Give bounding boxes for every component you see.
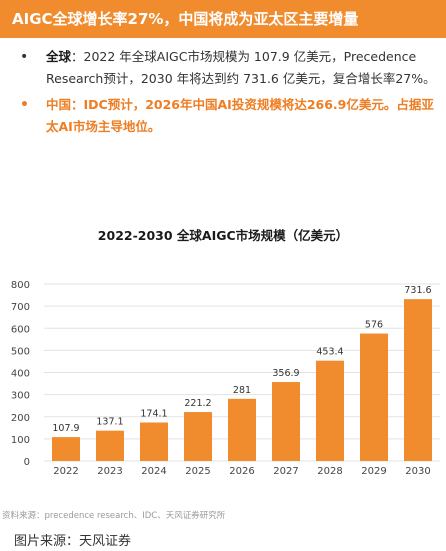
data-label: 731.6	[404, 285, 431, 296]
data-label: 137.1	[96, 417, 123, 428]
y-tick-label: 500	[11, 346, 30, 357]
data-label: 107.9	[52, 423, 79, 434]
bullet-china: • 中国：IDC预计，2026年中国AI投资规模将达266.9亿美元。占据亚太A…	[0, 94, 446, 138]
y-tick-label: 700	[11, 302, 30, 313]
y-tick-label: 0	[24, 457, 30, 468]
bar	[140, 422, 168, 461]
bar	[52, 437, 80, 461]
bar	[228, 398, 256, 461]
y-tick-label: 400	[11, 369, 30, 380]
x-tick-label: 2028	[317, 466, 342, 475]
y-tick-label: 200	[11, 413, 30, 424]
x-tick-label: 2022	[53, 466, 78, 475]
data-label: 453.4	[316, 347, 343, 358]
source-note: 资料来源：precedence research、IDC、天风证券研究所	[2, 511, 226, 521]
chart-title: 2022-2030 全球AIGC市场规模（亿美元）	[97, 228, 349, 243]
data-label: 356.9	[272, 368, 299, 379]
data-label: 174.1	[140, 408, 167, 419]
y-tick-label: 100	[11, 435, 30, 446]
data-label: 576	[365, 320, 383, 331]
bullet-dot: •	[20, 97, 29, 113]
bullet-dot: •	[20, 49, 29, 65]
x-tick-label: 2029	[361, 466, 386, 475]
bar	[360, 333, 388, 461]
bullet-global-text: ：2022 年全球AIGC市场规模为 107.9 亿美元，Precedence …	[46, 49, 436, 86]
bar	[96, 430, 124, 461]
x-tick-label: 2027	[273, 466, 298, 475]
x-tick-label: 2023	[97, 466, 122, 475]
data-label: 221.2	[184, 398, 211, 409]
bullet-global: • 全球：2022 年全球AIGC市场规模为 107.9 亿美元，Precede…	[0, 46, 446, 90]
image-caption: 图片来源：天风证券	[14, 534, 132, 549]
bullet-china-head: 中国	[46, 97, 72, 112]
x-tick-label: 2025	[185, 466, 210, 475]
bar	[316, 360, 344, 461]
bullet-list: • 全球：2022 年全球AIGC市场规模为 107.9 亿美元，Precede…	[0, 46, 446, 138]
y-tick-label: 600	[11, 324, 30, 335]
bar	[404, 299, 432, 461]
x-tick-label: 2026	[229, 466, 254, 475]
y-tick-label: 300	[11, 391, 30, 402]
bullet-china-text: ：IDC预计，2026年中国AI投资规模将达266.9亿美元。占据亚太AI市场主…	[46, 97, 434, 134]
bullet-global-head: 全球	[46, 49, 72, 64]
data-label: 281	[233, 385, 251, 396]
banner-title: AIGC全球增长率27%，中国将成为亚太区主要增量	[0, 0, 446, 38]
bar-chart: 0 100 200 300 400 500 600 700 800 107.9 2022 137.1 2…	[11, 280, 440, 475]
x-tick-label: 2024	[141, 466, 166, 475]
y-tick-label: 800	[11, 280, 30, 291]
bar	[184, 412, 212, 461]
x-tick-label: 2030	[405, 466, 430, 475]
bar	[272, 382, 300, 461]
